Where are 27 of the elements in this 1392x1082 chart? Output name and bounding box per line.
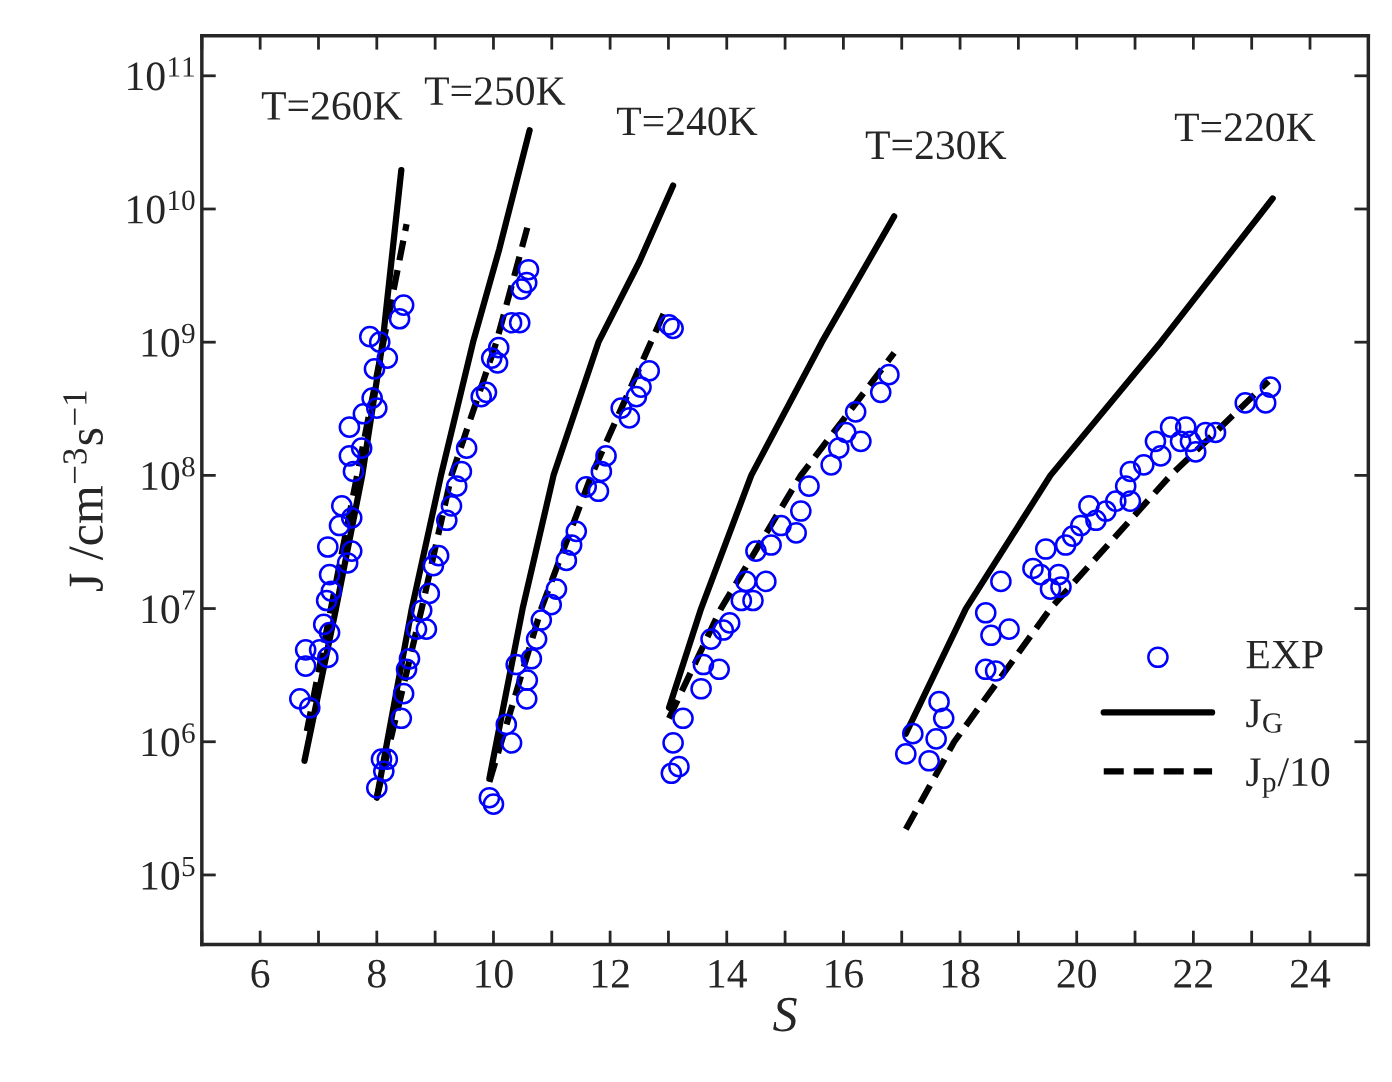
- x-tick-label: 12: [592, 959, 629, 988]
- annotation: T=220K: [1174, 113, 1316, 142]
- x-axis-title: S: [773, 997, 797, 1032]
- x-tick-label: 20: [1057, 959, 1096, 988]
- y-tick-label: 10$^{6}$: [142, 723, 195, 757]
- legend-label: J$_{G}$: [1246, 699, 1283, 733]
- annotation: T=260K: [261, 91, 403, 120]
- x-tick-label: 6: [251, 959, 270, 988]
- x-tick-label: 14: [709, 959, 747, 988]
- x-tick-label: 22: [1174, 959, 1212, 988]
- y-axis-title: J /cm$^{−3}$s$^{−1}$: [63, 391, 103, 592]
- x-tick-label: 18: [942, 959, 980, 988]
- annotation: T=240K: [616, 107, 758, 136]
- y-tick-label: 10$^{11}$: [128, 57, 194, 91]
- y-tick-label: 10$^{9}$: [142, 323, 195, 357]
- annotation: T=230K: [865, 131, 1007, 160]
- y-tick-label: 10$^{5}$: [142, 856, 195, 890]
- legend-label: J$_{p}$/10: [1246, 758, 1330, 798]
- y-tick-label: 10$^{10}$: [128, 190, 195, 224]
- y-tick-label: 10$^{7}$: [142, 590, 195, 624]
- x-tick-label: 10: [476, 959, 513, 988]
- legend-label: EXP: [1246, 640, 1323, 669]
- x-tick-label: 8: [367, 959, 386, 988]
- x-tick-label: 24: [1291, 959, 1331, 988]
- annotation: T=250K: [424, 77, 566, 106]
- x-tick-label: 16: [826, 959, 863, 988]
- y-tick-label: 10$^{8}$: [142, 456, 195, 491]
